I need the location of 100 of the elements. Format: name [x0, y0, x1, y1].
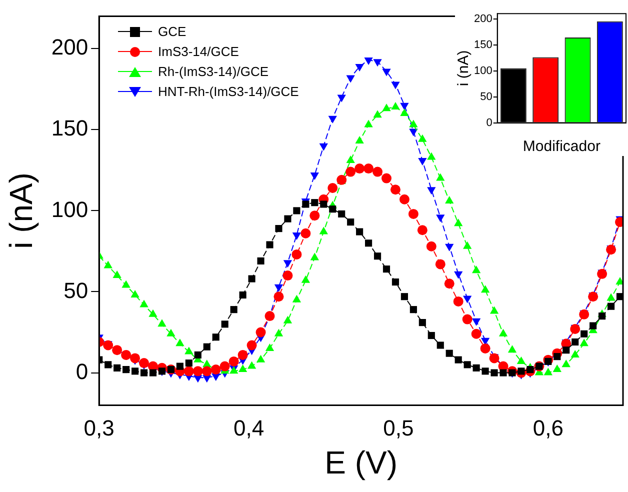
point — [292, 294, 302, 302]
point — [184, 346, 194, 354]
point — [372, 166, 383, 177]
point — [346, 75, 355, 83]
point — [607, 302, 615, 310]
x-axis-title: Modificador — [522, 138, 600, 156]
point — [121, 350, 132, 360]
x-axis-title: E (V) — [324, 444, 398, 481]
y-tick-label: 200 — [474, 12, 492, 25]
point — [202, 366, 212, 376]
point — [418, 158, 427, 166]
point — [114, 364, 121, 372]
point — [310, 210, 320, 221]
point — [399, 194, 410, 204]
point — [194, 351, 202, 358]
point — [338, 210, 346, 218]
point — [337, 94, 346, 102]
point — [274, 328, 284, 336]
point — [445, 244, 454, 252]
point — [292, 232, 302, 240]
point — [104, 260, 112, 268]
point — [427, 187, 436, 195]
point — [508, 345, 517, 353]
point — [212, 334, 220, 341]
point — [562, 346, 570, 354]
point — [464, 361, 471, 368]
point — [122, 280, 130, 288]
point — [246, 340, 257, 350]
legend-label: HNT-Rh-(ImS3-14)/GCE — [158, 83, 299, 101]
point — [400, 293, 408, 300]
point — [382, 173, 392, 184]
point — [274, 292, 284, 302]
point — [300, 228, 311, 238]
point — [570, 350, 580, 358]
point — [347, 218, 354, 226]
point — [176, 362, 184, 370]
point — [526, 366, 534, 374]
point — [310, 252, 319, 260]
point — [210, 364, 221, 375]
point — [616, 277, 623, 285]
point — [228, 356, 239, 366]
point — [453, 296, 464, 306]
point — [580, 330, 588, 338]
point — [148, 309, 158, 317]
x-tick-label: 0,6 — [532, 415, 564, 440]
point — [149, 369, 157, 376]
point — [238, 364, 248, 372]
point — [374, 252, 382, 260]
point — [130, 290, 140, 298]
point — [319, 143, 328, 151]
y-axis-title: i (nA) — [455, 50, 472, 86]
point — [328, 116, 337, 124]
point — [292, 249, 302, 260]
x-tick-label: 0,5 — [383, 415, 414, 440]
point — [257, 257, 264, 264]
point — [418, 319, 426, 326]
point — [301, 275, 310, 283]
point — [590, 322, 597, 330]
point — [364, 164, 374, 174]
point — [311, 199, 318, 206]
point — [426, 241, 436, 252]
y-tick-label: 200 — [51, 34, 88, 60]
point — [480, 343, 490, 354]
point — [490, 369, 498, 376]
point — [554, 353, 561, 360]
point — [185, 360, 192, 367]
point — [283, 316, 292, 324]
point — [265, 343, 274, 351]
point — [266, 241, 274, 248]
point — [472, 318, 481, 326]
point — [463, 241, 472, 249]
point — [572, 338, 579, 346]
point — [355, 136, 364, 144]
point — [256, 354, 266, 362]
point — [428, 332, 435, 340]
point — [247, 361, 256, 369]
point — [598, 312, 606, 320]
point — [463, 296, 472, 304]
point — [364, 57, 373, 65]
point — [346, 166, 356, 177]
point — [230, 306, 238, 314]
point — [490, 306, 499, 314]
point — [444, 278, 454, 289]
point — [606, 293, 616, 301]
point — [122, 366, 130, 374]
point — [544, 368, 552, 376]
point — [616, 293, 623, 300]
x-tick-label: 0,3 — [84, 415, 114, 440]
point — [516, 356, 526, 364]
point — [283, 260, 292, 268]
point — [130, 353, 140, 364]
point — [284, 215, 292, 222]
point — [166, 328, 176, 336]
legend-label: GCE — [158, 23, 186, 41]
point — [238, 350, 248, 360]
y-tick-label: 150 — [51, 116, 88, 141]
point — [293, 207, 300, 214]
point — [462, 314, 472, 324]
point — [518, 368, 525, 375]
point — [256, 327, 266, 338]
